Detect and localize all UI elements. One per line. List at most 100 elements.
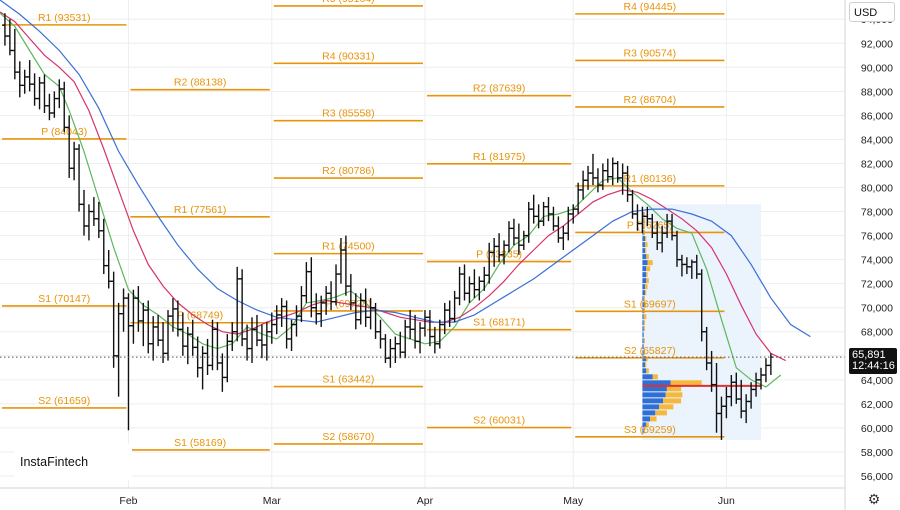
ohlc-bar <box>2 13 8 46</box>
ohlc-bar <box>46 93 53 121</box>
volume-bar-sell <box>646 266 651 272</box>
pivot-label: S2 (65827) <box>624 345 676 357</box>
volume-bar-buy <box>642 302 645 308</box>
last-price-tag: 65,891 12:44:16 <box>849 348 897 374</box>
ohlc-bar <box>313 293 319 325</box>
volume-bar-buy <box>642 278 647 284</box>
ma-mid-line <box>0 11 786 362</box>
ohlc-bar <box>101 218 107 275</box>
volume-bar-buy <box>642 416 651 422</box>
ohlc-bar <box>194 336 201 378</box>
volume-bar-sell <box>652 374 658 380</box>
ohlc-bar <box>229 322 235 351</box>
ohlc-bar <box>115 302 122 397</box>
volume-bar-buy <box>642 410 656 416</box>
volume-bar-buy <box>642 272 647 278</box>
volume-bar-sell <box>643 224 645 230</box>
ohlc-bar <box>432 326 438 354</box>
volume-bar-buy <box>642 296 644 302</box>
volume-bar-sell <box>644 236 647 242</box>
ohlc-bar <box>555 216 562 243</box>
volume-bar-sell <box>644 284 648 290</box>
volume-bar-sell <box>646 254 649 260</box>
x-tick-label: Jun <box>718 495 735 507</box>
volume-bar-buy <box>642 290 645 296</box>
currency-label: USD <box>854 7 878 19</box>
pivot-label: R2 (80786) <box>322 165 375 177</box>
ohlc-bar <box>456 266 463 306</box>
ohlc-bar <box>56 79 63 109</box>
pivot-label: S1 (69697) <box>624 298 676 310</box>
ohlc-bar <box>437 319 443 349</box>
ohlc-bar <box>199 346 206 390</box>
volume-bar-sell <box>646 422 649 428</box>
brand-name: InstaFintech <box>20 455 89 469</box>
pivot-label: R2 (86704) <box>624 94 677 106</box>
ohlc-bar <box>763 358 769 383</box>
y-tick-label: 92,000 <box>861 38 893 50</box>
price-bars <box>2 13 774 440</box>
ohlc-bar <box>155 314 161 347</box>
volume-bar-sell <box>643 218 645 224</box>
ohlc-bar <box>224 334 231 383</box>
volume-bar-sell <box>643 320 645 326</box>
pivot-label: R1 (93531) <box>38 12 91 24</box>
ohlc-bar <box>451 290 458 323</box>
y-tick-label: 64,000 <box>861 375 893 387</box>
volume-bar-buy <box>642 404 660 410</box>
volume-bar-buy <box>642 284 645 290</box>
pivot-label: R3 (85558) <box>322 108 375 120</box>
pivot-label: R2 (87639) <box>473 83 526 95</box>
pivot-levels: R1 (93531)P (84043)S1 (70147)S2 (61659)R… <box>2 0 725 451</box>
ohlc-bar <box>372 302 379 339</box>
volume-bar-sell <box>650 416 657 422</box>
pivot-label: S1 (68171) <box>473 317 525 329</box>
volume-bar-sell <box>644 242 648 248</box>
x-tick-label: May <box>563 495 584 507</box>
ohlc-bar <box>61 81 67 133</box>
ohlc-bar <box>140 302 147 347</box>
pivot-label: S3 (59259) <box>624 424 676 436</box>
volume-bar-buy <box>642 428 644 434</box>
volume-bar-buy <box>642 326 644 332</box>
volume-bar-sell <box>644 362 647 368</box>
x-tick-label: Apr <box>417 495 434 507</box>
ohlc-bar <box>219 353 226 392</box>
ohlc-bar <box>461 264 468 301</box>
ohlc-bar <box>407 310 413 339</box>
volume-bar-sell <box>643 338 645 344</box>
pivot-label: S2 (60031) <box>473 415 525 427</box>
ohlc-bar <box>12 28 18 80</box>
ohlc-bar <box>135 286 142 332</box>
volume-bar-sell <box>663 398 682 404</box>
volume-bar-sell <box>643 326 645 332</box>
volume-bar-sell <box>644 302 647 308</box>
volume-bar-buy <box>642 362 645 368</box>
volume-bar-sell <box>643 428 645 434</box>
gear-icon[interactable]: ⚙ <box>867 491 881 507</box>
ohlc-bar <box>51 91 58 118</box>
pivot-label: R5 (95104) <box>322 0 375 5</box>
ohlc-bar <box>550 206 557 231</box>
volume-bar-buy <box>642 338 644 344</box>
volume-bar-buy <box>642 350 644 356</box>
currency-selector[interactable]: USD <box>849 2 895 22</box>
ohlc-bar <box>481 266 487 291</box>
ohlc-bar <box>303 262 310 303</box>
ohlc-bar <box>21 69 28 94</box>
volume-bar-sell <box>646 272 648 278</box>
ohlc-bar <box>610 157 616 186</box>
ohlc-bar <box>377 319 384 349</box>
ohlc-bar <box>530 194 537 224</box>
volume-bar-buy <box>642 356 647 362</box>
pivot-label: S2 (58670) <box>322 431 374 443</box>
ohlc-bar <box>165 310 171 361</box>
pivot-label: R1 (80136) <box>624 173 677 185</box>
ohlc-bar <box>17 61 23 98</box>
ohlc-bar <box>214 322 221 371</box>
ohlc-bar <box>26 60 33 92</box>
volume-bar-buy <box>642 374 653 380</box>
volume-bar-buy <box>642 314 644 320</box>
ma-fast-line <box>0 12 782 388</box>
